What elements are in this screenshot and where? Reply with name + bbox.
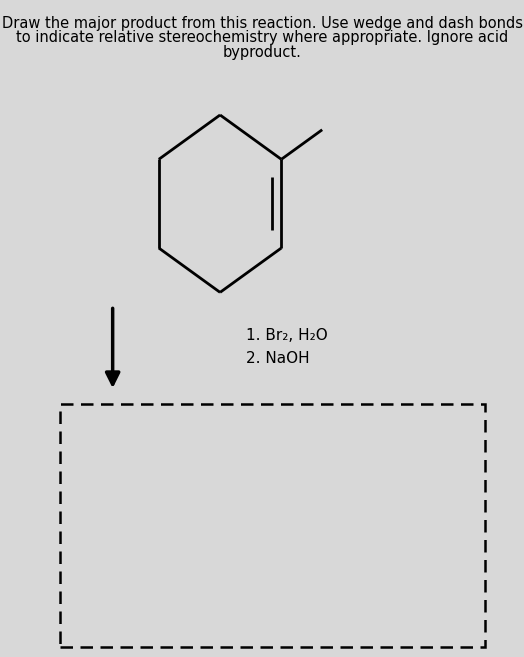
Text: byproduct.: byproduct. — [223, 45, 301, 60]
Text: to indicate relative stereochemistry where appropriate. Ignore acid: to indicate relative stereochemistry whe… — [16, 30, 508, 45]
Text: Draw the major product from this reaction. Use wedge and dash bonds: Draw the major product from this reactio… — [2, 16, 522, 32]
Text: 1. Br₂, H₂O: 1. Br₂, H₂O — [246, 328, 328, 342]
Text: 2. NaOH: 2. NaOH — [246, 351, 310, 365]
